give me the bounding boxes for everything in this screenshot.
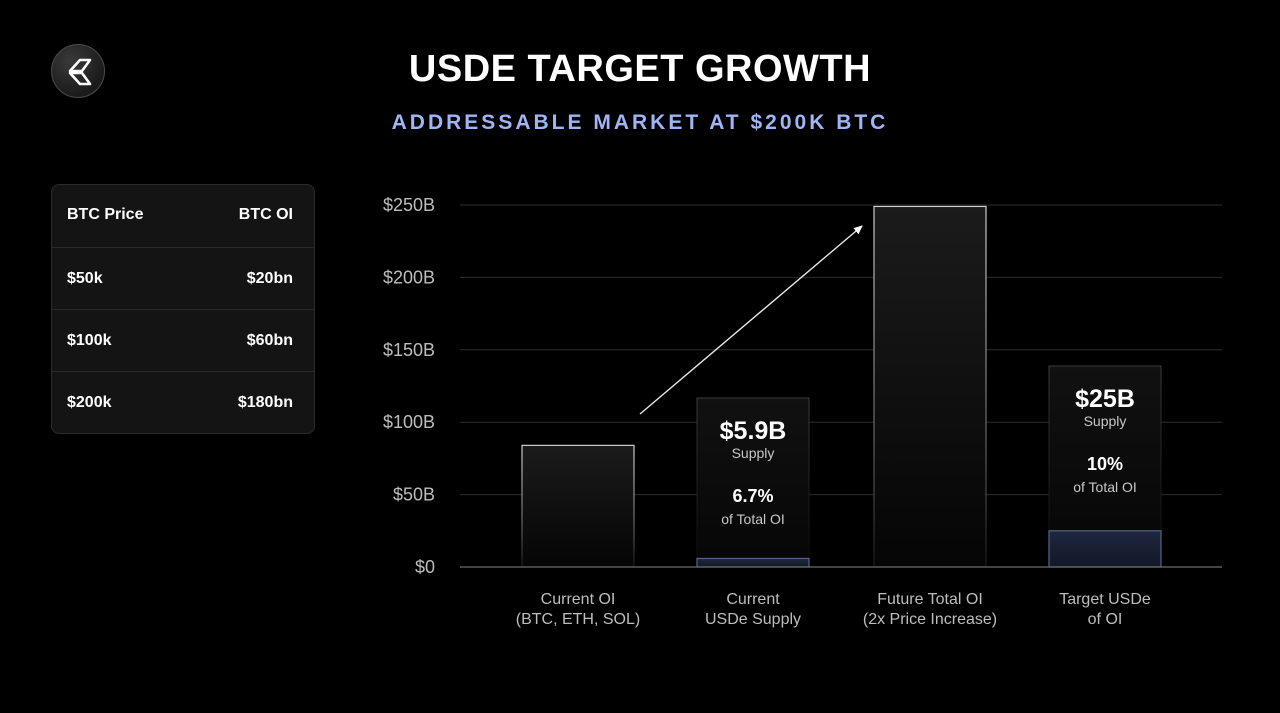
x-category-label: Current OI bbox=[541, 591, 616, 608]
page-title: USDE TARGET GROWTH bbox=[408, 48, 872, 90]
table-row: $200k $180bn bbox=[52, 371, 314, 433]
annotation-value-caption: Supply bbox=[1084, 413, 1127, 429]
table-cell-oi: $20bn bbox=[246, 270, 293, 287]
annotation-share-caption: of Total OI bbox=[1073, 479, 1137, 495]
annotation-share-label: 10% bbox=[1087, 454, 1123, 474]
btc-price-table: BTC Price BTC OI $50k $20bn $100k $60bn … bbox=[51, 184, 315, 434]
bar bbox=[1048, 530, 1162, 568]
y-tick-label: $150B bbox=[383, 340, 435, 360]
bar bbox=[521, 444, 635, 568]
annotation-value-label: $25B bbox=[1075, 385, 1135, 413]
y-axis-ticks: $0 $50B $100B $150B $200B $250B bbox=[383, 195, 435, 577]
table-header-btc-price: BTC Price bbox=[67, 206, 144, 223]
x-category-label: Future Total OI bbox=[877, 591, 983, 608]
table-cell-price: $200k bbox=[67, 394, 112, 411]
x-category-label: (2x Price Increase) bbox=[863, 611, 997, 628]
table-header-btc-oi: BTC OI bbox=[238, 206, 293, 223]
growth-arrow-line bbox=[639, 225, 863, 415]
annotation-share-label: 6.7% bbox=[732, 486, 773, 506]
x-category-label: of OI bbox=[1088, 611, 1123, 628]
table-row: $50k $20bn bbox=[52, 247, 314, 309]
bar bbox=[873, 205, 987, 568]
x-category-label: (BTC, ETH, SOL) bbox=[516, 611, 640, 628]
table-cell-oi: $180bn bbox=[237, 394, 293, 411]
y-tick-label: $100B bbox=[383, 412, 435, 432]
annotation-share-caption: of Total OI bbox=[721, 511, 785, 527]
y-tick-label: $50B bbox=[393, 485, 435, 505]
table-row: $100k $60bn bbox=[52, 309, 314, 371]
x-category-label: Current bbox=[726, 591, 780, 608]
bars bbox=[521, 205, 1162, 568]
table-cell-price: $100k bbox=[67, 332, 112, 349]
y-tick-label: $250B bbox=[383, 195, 435, 215]
annotation-value-caption: Supply bbox=[732, 445, 775, 461]
logo bbox=[51, 44, 105, 98]
growth-arrow bbox=[639, 225, 863, 415]
annotation-value-label: $5.9B bbox=[720, 417, 787, 445]
category-labels: Current OI (BTC, ETH, SOL) Current USDe Sup… bbox=[516, 591, 1151, 628]
bar bbox=[696, 557, 810, 568]
ethena-logo-icon bbox=[68, 58, 92, 86]
table-cell-price: $50k bbox=[67, 270, 103, 287]
page-subtitle: ADDRESSABLE MARKET AT $200K BTC bbox=[391, 111, 889, 134]
x-category-label: USDe Supply bbox=[705, 611, 801, 628]
table-header-row: BTC Price BTC OI bbox=[52, 185, 314, 247]
y-tick-label: $200B bbox=[383, 267, 435, 287]
x-category-label: Target USDe bbox=[1059, 591, 1151, 608]
table-cell-oi: $60bn bbox=[246, 332, 293, 349]
y-tick-label: $0 bbox=[415, 557, 435, 577]
